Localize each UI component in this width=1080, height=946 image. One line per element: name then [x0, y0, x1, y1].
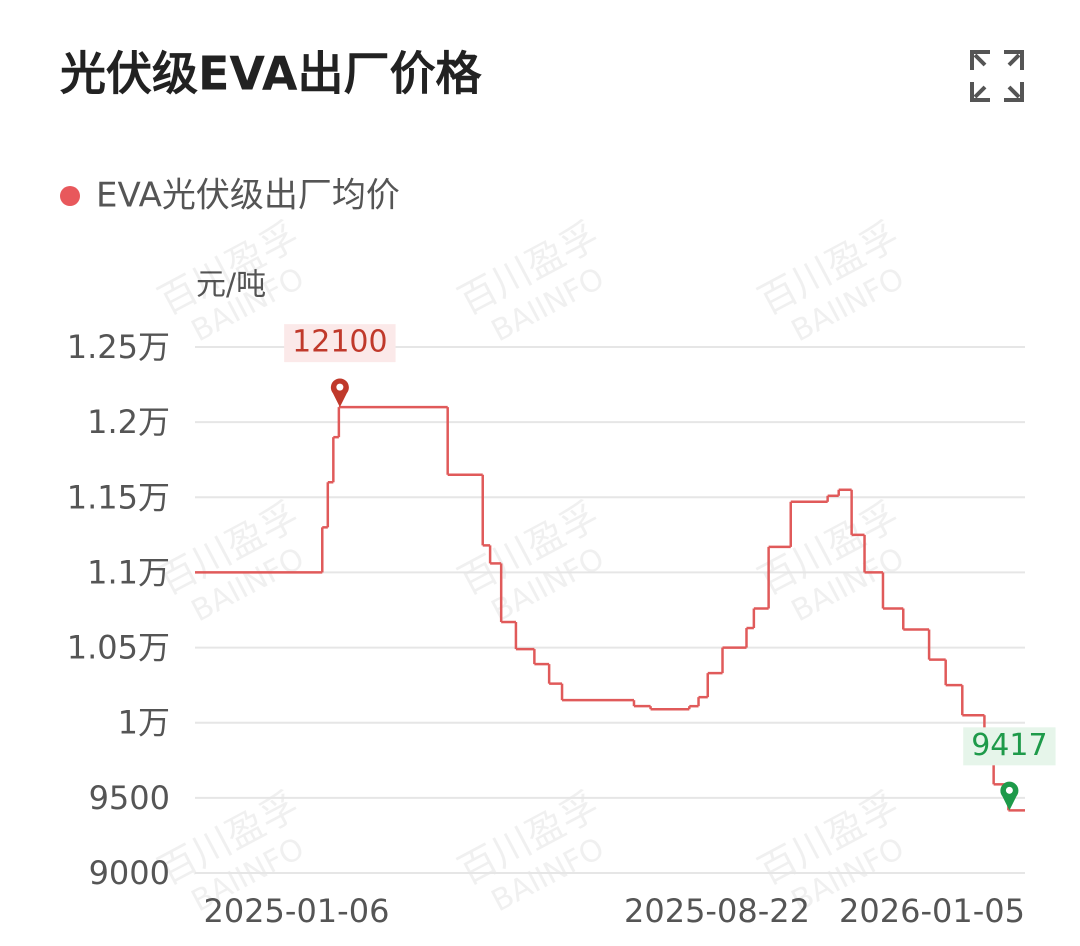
y-tick-label: 1.1万 — [87, 553, 170, 591]
y-tick-label: 1万 — [118, 704, 170, 742]
max-marker-pin — [330, 378, 349, 408]
y-tick-label: 1.25万 — [67, 328, 170, 366]
x-tick-label: 2025-08-22 — [624, 892, 810, 930]
x-tick-label: 2025-01-06 — [203, 892, 389, 930]
min-marker-bg — [963, 727, 1056, 766]
y-tick-label: 1.15万 — [67, 478, 170, 516]
max-marker-pin-dot — [336, 383, 344, 391]
y-axis-label: 元/吨 — [196, 268, 266, 303]
y-tick-label: 1.2万 — [87, 403, 170, 441]
max-marker-label: 12100 — [292, 325, 387, 360]
x-tick-label: 2026-01-05 — [839, 892, 1025, 930]
y-tick-label: 1.05万 — [67, 629, 170, 667]
max-marker: 12100 — [284, 324, 396, 408]
legend-label[interactable]: EVA光伏级出厂均价 — [96, 176, 400, 216]
y-tick-label: 9500 — [89, 779, 170, 817]
min-marker-label: 9417 — [971, 728, 1047, 763]
min-marker-pin — [1000, 781, 1019, 811]
max-marker-bg — [284, 324, 396, 363]
fullscreen-button[interactable] — [970, 50, 1024, 102]
min-marker-pin-dot — [1005, 786, 1013, 794]
page-title: 光伏级EVA出厂价格 — [60, 47, 483, 101]
legend-dot — [60, 186, 80, 206]
min-marker: 9417 — [963, 727, 1056, 811]
y-tick-label: 9000 — [89, 854, 170, 892]
